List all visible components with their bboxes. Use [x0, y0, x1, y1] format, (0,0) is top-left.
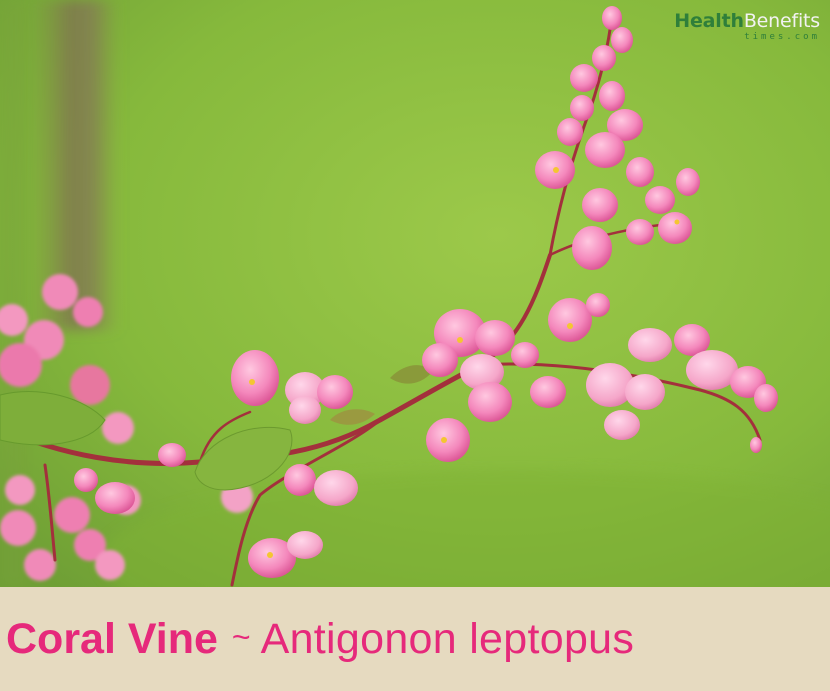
logo-wordmark: HealthBenefits	[674, 12, 820, 31]
common-name: Coral Vine	[6, 614, 218, 663]
logo-word-benefits: Benefits	[743, 10, 820, 32]
caption-band: Coral Vine ~ Antigonon leptopus	[0, 587, 830, 691]
name-separator: ~	[231, 618, 251, 655]
logo-word-health: Health	[674, 10, 744, 32]
scientific-name: Antigonon leptopus	[260, 614, 635, 663]
brand-logo: HealthBenefits times.com	[674, 12, 820, 42]
coral-vine-illustration	[0, 0, 830, 587]
coral-vine-photo: HealthBenefits times.com	[0, 0, 830, 587]
logo-domain: times.com	[744, 32, 820, 42]
